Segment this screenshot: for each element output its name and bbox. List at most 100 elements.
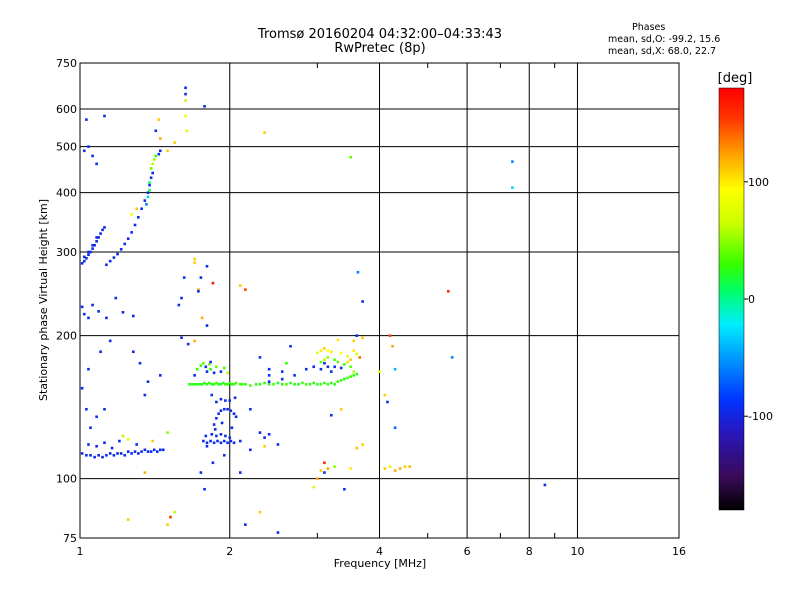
data-point xyxy=(173,141,176,144)
data-point xyxy=(346,360,349,364)
data-point xyxy=(383,393,387,397)
data-point xyxy=(143,448,147,452)
data-point xyxy=(186,342,190,346)
data-point xyxy=(140,450,143,453)
data-point xyxy=(205,441,209,445)
data-point xyxy=(304,367,308,371)
data-point xyxy=(130,231,133,234)
data-point xyxy=(132,314,135,318)
data-point xyxy=(103,407,106,411)
data-point xyxy=(121,310,125,314)
data-point xyxy=(329,370,333,373)
data-point xyxy=(101,228,104,232)
data-point xyxy=(238,284,242,287)
data-point xyxy=(403,465,407,468)
data-point xyxy=(333,365,336,369)
data-point xyxy=(349,365,352,369)
data-point xyxy=(89,250,92,254)
data-point xyxy=(316,351,319,355)
data-point xyxy=(267,374,271,377)
data-point xyxy=(339,379,343,382)
data-point xyxy=(355,446,359,450)
x-tick-label: 4 xyxy=(376,545,383,558)
data-point xyxy=(137,452,140,455)
data-point xyxy=(446,289,450,293)
data-point xyxy=(184,99,187,102)
data-point xyxy=(126,438,130,441)
data-point xyxy=(209,360,212,364)
data-point xyxy=(193,339,196,343)
data-point xyxy=(244,523,247,526)
data-point xyxy=(82,312,86,316)
data-point xyxy=(323,361,326,365)
data-point xyxy=(326,365,330,369)
data-point xyxy=(158,137,162,140)
data-point xyxy=(323,347,326,350)
data-point xyxy=(276,443,280,446)
data-point xyxy=(319,367,323,371)
data-point xyxy=(80,452,84,455)
data-point xyxy=(234,381,238,385)
data-point xyxy=(346,354,349,358)
data-point xyxy=(398,467,402,470)
data-point xyxy=(312,365,316,369)
data-point xyxy=(408,465,411,468)
data-point xyxy=(184,86,187,90)
data-point xyxy=(222,366,226,370)
data-point xyxy=(158,149,162,153)
data-point xyxy=(316,382,319,386)
phases-x-mode: mean, sd,X: 68.0, 22.7 xyxy=(608,46,717,57)
chart-title: Tromsø 20160204 04:32:00–04:33:43 xyxy=(257,27,503,42)
data-point xyxy=(238,382,242,386)
data-point xyxy=(258,356,262,359)
data-point xyxy=(263,444,266,448)
data-point xyxy=(319,360,323,364)
data-point xyxy=(184,114,187,118)
data-point xyxy=(112,256,116,259)
data-point xyxy=(177,303,181,307)
data-point xyxy=(151,171,154,175)
data-point xyxy=(195,367,199,371)
data-point xyxy=(349,155,352,159)
data-point xyxy=(199,364,203,367)
data-point xyxy=(143,393,147,397)
data-point xyxy=(228,381,232,385)
data-point xyxy=(138,361,142,365)
data-point xyxy=(158,448,162,452)
data-point xyxy=(329,381,333,385)
data-point xyxy=(319,469,323,472)
data-point xyxy=(205,382,209,386)
data-point xyxy=(263,131,266,134)
data-point xyxy=(103,114,106,118)
colorbar-label: [deg] xyxy=(718,71,753,86)
data-point xyxy=(258,382,262,386)
data-point xyxy=(166,431,169,434)
data-point xyxy=(349,375,352,378)
data-point xyxy=(146,450,150,453)
data-point xyxy=(87,443,90,446)
y-tick-label: 100 xyxy=(56,473,77,486)
data-point xyxy=(105,263,108,267)
data-point xyxy=(188,382,191,386)
data-point xyxy=(285,382,288,386)
data-point xyxy=(280,370,284,373)
data-point xyxy=(148,181,151,184)
x-axis-label: Frequency [MHz] xyxy=(334,557,426,570)
data-point xyxy=(103,226,106,229)
data-point xyxy=(193,257,196,261)
phases-o-mode: mean, sd,O: -99.2, 15.6 xyxy=(608,34,721,45)
data-point xyxy=(224,399,227,402)
data-point xyxy=(229,439,233,443)
data-point xyxy=(80,386,84,390)
data-point xyxy=(312,381,316,385)
data-point xyxy=(219,432,223,436)
data-point xyxy=(267,380,271,383)
data-point xyxy=(361,300,364,303)
data-point xyxy=(80,262,84,265)
grid-lines xyxy=(80,63,679,538)
data-point xyxy=(95,236,98,239)
data-point xyxy=(93,243,96,247)
data-point xyxy=(249,384,252,387)
data-point xyxy=(89,453,92,457)
data-point xyxy=(140,207,143,211)
